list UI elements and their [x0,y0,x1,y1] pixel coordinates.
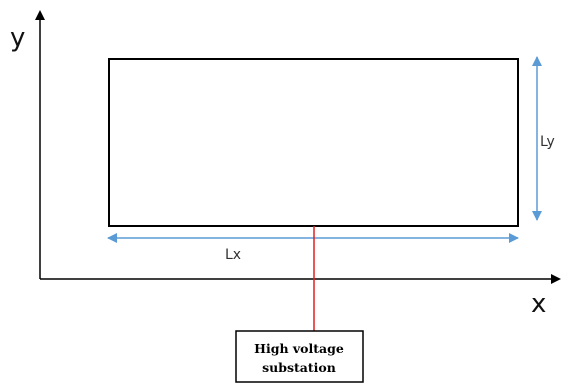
site-rectangle [108,58,519,227]
substation-box [235,330,364,383]
substation-label-line1: High voltage [254,341,344,356]
y-axis-label: y [10,23,25,53]
lx-label: Lx [225,247,241,263]
x-axis-label: x [531,289,546,319]
substation-label-line2: substation [262,360,336,375]
ly-label: Ly [540,134,555,150]
